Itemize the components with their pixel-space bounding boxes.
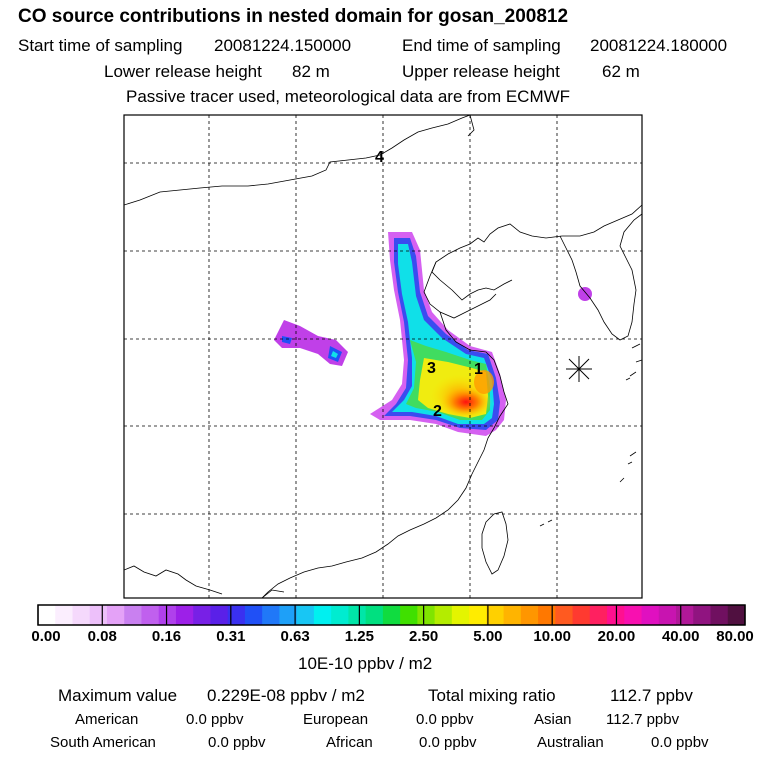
colorbar-swatch	[227, 605, 246, 625]
colorbar-swatch	[331, 605, 349, 625]
colorbar-swatch	[244, 605, 263, 625]
colorbar-swatch	[365, 605, 384, 625]
colorbar-swatch	[400, 605, 418, 625]
colorbar-swatch	[486, 605, 505, 625]
asterisk-receptor-icon	[566, 356, 592, 382]
upper-height-value: 62 m	[602, 62, 640, 81]
colorbar-swatch	[72, 605, 91, 625]
colorbar-swatch	[382, 605, 401, 625]
colorbar-swatch	[106, 605, 125, 625]
end-time-value: 20081224.180000	[590, 36, 728, 55]
colorbar-swatch	[158, 605, 177, 625]
colorbar-tick-label: 5.00	[473, 628, 503, 645]
colorbar-swatch	[55, 605, 73, 625]
colorbar-swatch	[676, 605, 694, 625]
colorbar-tick-label: 0.63	[280, 628, 310, 645]
south-american-value: 0.0 ppbv	[208, 734, 266, 751]
lat-lon-grid	[124, 115, 642, 598]
colorbar-tick-label: 80.00	[716, 628, 754, 645]
colorbar-swatch	[89, 605, 108, 625]
colorbar-swatch	[589, 605, 608, 625]
colorbar-swatch	[451, 605, 470, 625]
colorbar-swatch	[624, 605, 643, 625]
african-label: African	[326, 734, 373, 751]
upper-height-label: Upper release height	[402, 62, 560, 81]
lower-height-label: Lower release height	[104, 62, 262, 81]
australian-value: 0.0 ppbv	[651, 734, 709, 751]
site-marker-3: 3	[427, 360, 436, 377]
colorbar-swatch	[210, 605, 229, 625]
colorbar-swatch	[538, 605, 556, 625]
colorbar-tick-label: 20.00	[597, 628, 636, 645]
colorbar-swatch	[693, 605, 712, 625]
site-marker-2: 2	[433, 403, 442, 420]
colorbar-swatch	[124, 605, 142, 625]
colorbar-swatch	[296, 605, 315, 625]
american-label: American	[75, 711, 139, 728]
american-value: 0.0 ppbv	[186, 711, 244, 728]
colorbar-border	[37, 604, 746, 626]
colorbar-swatch	[193, 605, 211, 625]
start-time-value: 20081224.150000	[214, 36, 352, 55]
colorbar-swatch	[727, 605, 746, 625]
max-value-label: Maximum value	[58, 686, 178, 705]
colorbar-tick-label: 0.16	[151, 628, 182, 645]
colorbar-tick-label: 10.00	[533, 628, 571, 645]
asian-value: 112.7 ppbv	[606, 711, 680, 728]
colorbar-swatch	[313, 605, 332, 625]
colorbar-tick-label: 40.00	[661, 628, 700, 645]
site-marker-1: 1	[474, 361, 483, 378]
colorbar-swatch	[469, 605, 487, 625]
australian-label: Australian	[537, 734, 604, 751]
page-title: CO source contributions in nested domain…	[18, 6, 569, 27]
south-american-label: South American	[50, 734, 156, 751]
asian-label: Asian	[534, 711, 572, 728]
european-value: 0.0 ppbv	[416, 711, 474, 728]
total-mixing-value: 112.7 ppbv	[610, 686, 693, 705]
colorbar-swatch	[38, 605, 56, 625]
colorbar-swatch	[710, 605, 729, 625]
african-value: 0.0 ppbv	[419, 734, 477, 751]
colorbar-tick-label: 0.08	[87, 628, 117, 645]
colorbar-swatch	[520, 605, 539, 625]
colorbar-swatch	[262, 605, 280, 625]
colorbar-swatch	[175, 605, 194, 625]
colorbar-swatch	[641, 605, 660, 625]
max-value: 0.229E-08 ppbv / m2	[207, 686, 365, 705]
colorbar-units: 10E-10 ppbv / m2	[298, 654, 433, 673]
colorbar-swatch	[555, 605, 574, 625]
colorbar-swatch	[141, 605, 160, 625]
colorbar-swatch	[348, 605, 367, 625]
colorbar-swatch	[279, 605, 298, 625]
colorbar-swatch	[572, 605, 591, 625]
start-time-label: Start time of sampling	[18, 36, 183, 55]
end-time-label: End time of sampling	[402, 36, 561, 55]
data-source-note: Passive tracer used, meteorological data…	[126, 87, 571, 106]
colorbar-tick-label: 1.25	[344, 628, 374, 645]
colorbar-tick-label: 0.00	[31, 628, 61, 645]
lower-height-value: 82 m	[292, 62, 330, 81]
european-label: European	[303, 711, 369, 728]
colorbar	[37, 604, 746, 626]
colorbar-swatch	[658, 605, 677, 625]
map-frame	[123, 114, 643, 599]
colorbar-tick-label: 0.31	[216, 628, 246, 645]
colorbar-swatch	[434, 605, 453, 625]
colorbar-swatch	[417, 605, 436, 625]
site-marker-4: 4	[375, 149, 384, 166]
total-mixing-label: Total mixing ratio	[428, 686, 556, 705]
colorbar-tick-label: 2.50	[409, 628, 439, 645]
colorbar-swatch	[503, 605, 522, 625]
